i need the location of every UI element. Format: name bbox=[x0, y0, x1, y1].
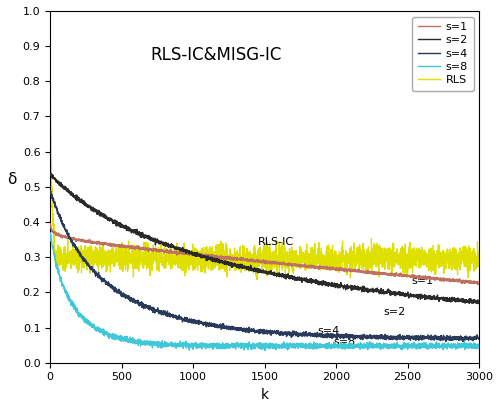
X-axis label: k: k bbox=[260, 388, 268, 402]
Text: RLS-IC: RLS-IC bbox=[258, 237, 294, 247]
Text: s=2: s=2 bbox=[384, 307, 406, 317]
Text: s=1: s=1 bbox=[412, 276, 434, 285]
Text: s=4: s=4 bbox=[318, 326, 340, 335]
Text: s=8: s=8 bbox=[333, 337, 355, 347]
Text: RLS-IC&MISG-IC: RLS-IC&MISG-IC bbox=[150, 46, 282, 64]
Y-axis label: δ: δ bbox=[7, 172, 16, 187]
Legend: s=1, s=2, s=4, s=8, RLS: s=1, s=2, s=4, s=8, RLS bbox=[412, 16, 474, 91]
